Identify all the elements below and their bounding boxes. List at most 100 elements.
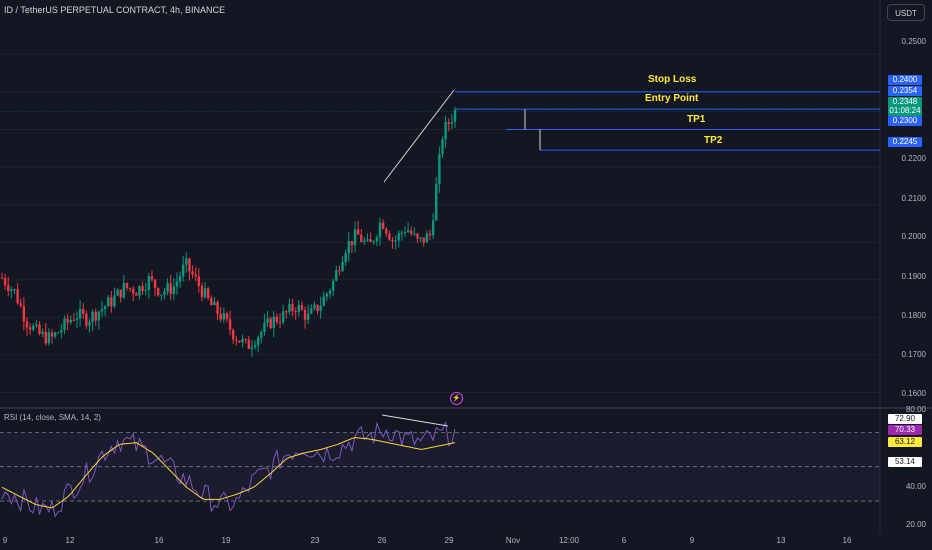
rsi-axis-label: 40.00: [905, 482, 926, 491]
candle-body: [166, 283, 169, 292]
candle-body: [416, 233, 419, 239]
candle-body: [38, 324, 41, 334]
candle-body: [85, 313, 88, 326]
candle-body: [200, 285, 204, 298]
rsi-tag: 72.90: [888, 414, 922, 424]
candle-body: [28, 327, 32, 330]
candle-body: [363, 240, 366, 243]
candle-body: [94, 311, 97, 321]
candle-body: [160, 294, 163, 296]
candle-body: [260, 332, 263, 338]
candle-body: [69, 319, 72, 323]
candle-body: [7, 285, 10, 291]
candle-body: [372, 241, 375, 243]
candle-body: [400, 232, 404, 234]
candle-body: [25, 321, 29, 328]
trade-levels: [0, 91, 880, 151]
candle-body: [44, 331, 47, 344]
candle-body: [147, 276, 151, 290]
candle-body: [194, 274, 197, 277]
candle-body: [356, 229, 360, 235]
candle-body: [272, 316, 275, 329]
candle-body: [107, 297, 110, 307]
candle-body: [341, 261, 344, 272]
candle-body: [366, 239, 369, 241]
candle-body: [216, 301, 219, 314]
candle-body: [119, 289, 122, 298]
entry-point-label: Entry Point: [645, 93, 699, 104]
price-trendline: [383, 89, 455, 183]
candle-body: [78, 309, 82, 319]
candle-body: [303, 310, 307, 320]
candle-body: [222, 313, 226, 320]
candle-body: [231, 329, 235, 340]
candle-body: [410, 230, 413, 234]
time-label: 12:00: [558, 536, 580, 545]
candle-body: [435, 184, 438, 221]
candle-body: [253, 345, 257, 348]
candle-body: [256, 337, 260, 346]
candle-body: [447, 121, 450, 124]
rsi-tag: 70.33: [888, 425, 922, 435]
price-label: 0.1900: [901, 272, 926, 281]
candle-body: [413, 233, 416, 235]
candle-body: [116, 289, 119, 296]
tp2-price-tag: 0.2245: [888, 137, 922, 147]
candle-body: [278, 321, 282, 323]
price-label: 0.2200: [901, 154, 926, 163]
candle-body: [350, 240, 354, 246]
candle-body: [178, 276, 182, 282]
candle-body: [172, 286, 176, 294]
candle-body: [422, 237, 425, 243]
candle-body: [22, 306, 26, 322]
candle-body: [425, 233, 429, 243]
candle-body: [91, 311, 94, 323]
tp1-price-tag: 0.2300: [888, 116, 922, 126]
candle-body: [110, 297, 113, 307]
candle-body: [391, 239, 394, 242]
candle-body: [0, 277, 4, 279]
rsi-title: RSI (14, close, SMA, 14, 2): [4, 413, 101, 422]
candle-body: [219, 313, 222, 320]
candle-body: [225, 313, 229, 320]
time-label: 26: [377, 536, 387, 545]
candle-body: [163, 291, 166, 295]
candle-body: [300, 305, 304, 311]
candle-body: [297, 305, 300, 312]
candle-body: [47, 332, 51, 344]
candle-body: [453, 110, 457, 122]
candle-body: [313, 304, 316, 309]
candle-body: [128, 287, 132, 289]
candle-body: [360, 234, 363, 243]
countdown-tag: 01:08:24: [888, 106, 922, 116]
candle-body: [66, 318, 69, 323]
stop-loss-price-tag: 0.2400: [888, 75, 922, 85]
candle-body: [338, 270, 341, 272]
candle-body: [397, 233, 400, 241]
candle-body: [325, 293, 329, 297]
price-label: 0.1600: [901, 389, 926, 398]
candle-body: [238, 340, 241, 343]
candle-body: [275, 316, 279, 322]
lightning-icon[interactable]: ⚡: [450, 392, 463, 405]
candle-body: [269, 318, 272, 329]
rsi-axis-label: 20.00: [905, 520, 926, 529]
currency-button[interactable]: USDT: [887, 4, 925, 21]
candle-body: [19, 303, 22, 307]
candle-body: [10, 289, 13, 291]
time-label: 6: [621, 536, 627, 545]
rsi-ma-line: [1, 437, 456, 509]
grid-lines: [0, 0, 932, 532]
time-label: 13: [776, 536, 786, 545]
candle-body: [388, 233, 391, 240]
candle-body: [347, 240, 350, 254]
tp1-label: TP1: [687, 114, 706, 125]
symbol-title: ID / TetherUS PERPETUAL CONTRACT, 4h, BI…: [4, 5, 226, 15]
candle-body: [138, 286, 141, 296]
candle-body: [213, 301, 216, 306]
drawings: [383, 89, 455, 183]
price-label: 0.1800: [901, 311, 926, 320]
candle-body: [428, 233, 432, 236]
rsi-pane: [0, 414, 880, 518]
